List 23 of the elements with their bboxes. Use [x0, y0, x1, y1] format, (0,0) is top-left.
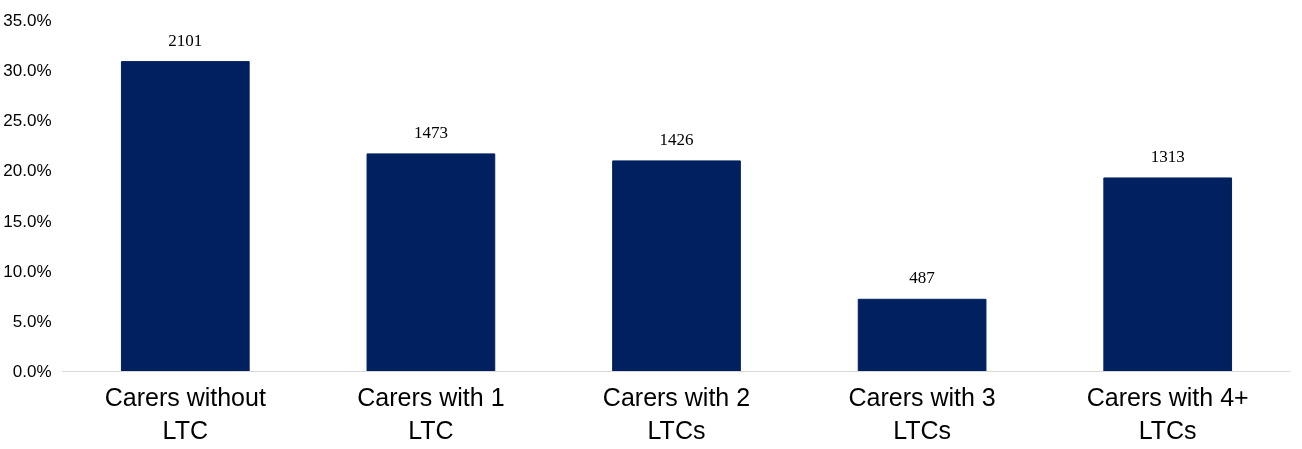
y-tick-label: 0.0% — [12, 362, 52, 381]
bar — [366, 153, 496, 372]
annotation: 487 — [909, 268, 936, 288]
y-tick-label: 20.0% — [3, 161, 52, 181]
annotation: 1426 — [659, 129, 694, 149]
y-tick-label: 15.0% — [3, 211, 52, 231]
annotation: 1473 — [413, 122, 448, 142]
x-tick-label: Carers with 3 LTCs — [848, 382, 996, 445]
y-tick-label: 25.0% — [3, 111, 52, 131]
y-tick-label: 35.0% — [3, 11, 52, 30]
x-tick-label: Carers with 1 LTC — [357, 382, 505, 445]
bar — [612, 160, 741, 372]
x-tick-label: Carers without LTC — [104, 382, 266, 445]
x-tick-label: Carers with 2 LTCs — [602, 382, 751, 445]
annotation: 1313 — [1150, 146, 1185, 166]
y-tick-label: 10.0% — [3, 261, 52, 281]
bar — [120, 61, 250, 372]
bar — [857, 298, 987, 372]
y-tick-label: 30.0% — [3, 61, 52, 81]
x-tick-label: Carers with 4+ LTCs — [1086, 382, 1249, 445]
y-tick-label: 5.0% — [12, 311, 52, 331]
annotation: 2101 — [168, 30, 203, 50]
bar — [1103, 177, 1233, 372]
